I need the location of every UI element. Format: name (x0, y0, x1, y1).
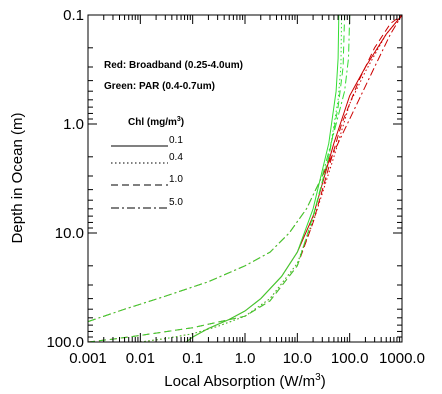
legend-label: 1.0 (169, 174, 183, 185)
series-line-par-chl-5_0 (87, 14, 351, 323)
x-axis-title: Local Absorption (W/m3) (164, 372, 325, 390)
legend-label: 5.0 (169, 197, 183, 208)
legend-label: 0.1 (169, 135, 183, 146)
x-tick-label: 0.01 (126, 350, 155, 367)
series-line-broadband-chl-5_0 (87, 14, 403, 323)
series-line-par-chl-0_1 (185, 14, 340, 343)
legend-label: 0.4 (169, 152, 183, 163)
series-line-par-chl-1_0 (87, 14, 346, 343)
legend-title-sup: 3 (177, 116, 181, 123)
legend: 0.1 0.4 1.0 5.0 (111, 135, 183, 209)
y-tick-label: 1.0 (63, 116, 84, 133)
y-tick-label: 0.1 (63, 7, 84, 24)
series-line-par-chl-0_4 (140, 14, 343, 343)
x-axis-title-close: ) (321, 373, 326, 390)
x-tick-label: 1000.0 (379, 350, 425, 367)
x-tick-label: 100.0 (331, 350, 369, 367)
annotation-broadband: Red: Broadband (0.25-4.0um) (104, 60, 243, 71)
y-tick-label: 100.0 (46, 334, 84, 351)
x-tick-label: 0.001 (69, 350, 107, 367)
x-axis-title-sup: 3 (315, 372, 321, 383)
x-tick-label: 1.0 (235, 350, 256, 367)
x-tick-label: 10.0 (283, 350, 312, 367)
x-tick-label: 0.1 (182, 350, 203, 367)
axis-tick-labels: 0.001 0.01 0.1 1.0 10.0 100.0 1000.0 0.1 1.0 10.0… (46, 7, 424, 367)
y-tick-label: 10.0 (55, 225, 84, 242)
annotation-par: Green: PAR (0.4-0.7um) (104, 81, 215, 92)
axis-ticks (87, 14, 402, 342)
y-axis-title: Depth in Ocean (m) (9, 113, 26, 244)
legend-title-close: ) (181, 117, 184, 128)
legend-title: Chl (mg/m3) (128, 116, 184, 128)
